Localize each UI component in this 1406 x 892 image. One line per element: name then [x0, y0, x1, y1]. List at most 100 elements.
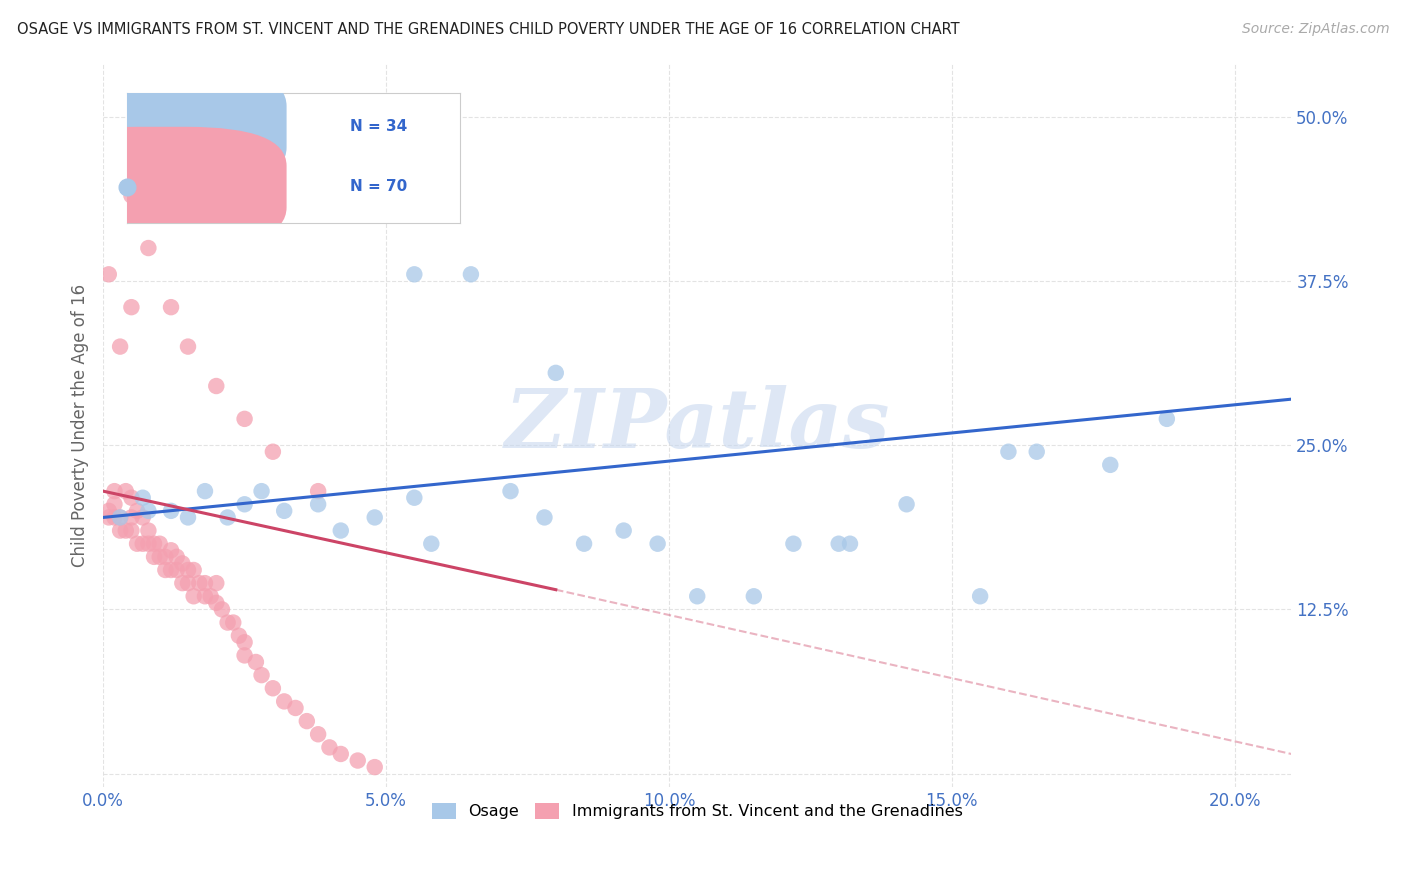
Point [205, 596, 228, 610]
Point [120, 188, 142, 202]
Point [233, 412, 256, 426]
Point [125, 537, 148, 551]
Point [103, 510, 125, 524]
Point [346, 754, 368, 768]
Point [217, 510, 239, 524]
Point [364, 760, 387, 774]
Point [318, 740, 340, 755]
Point [686, 589, 709, 603]
Point [160, 543, 183, 558]
Point [782, 537, 804, 551]
Legend: Osage, Immigrants from St. Vincent and the Grenadines: Osage, Immigrants from St. Vincent and t… [425, 797, 969, 826]
Point [1156, 412, 1178, 426]
Point [460, 268, 482, 282]
Point [194, 589, 217, 603]
Point [647, 537, 669, 551]
Point [194, 576, 217, 591]
Point [233, 648, 256, 663]
Point [245, 655, 267, 669]
Point [544, 366, 567, 380]
Point [114, 524, 136, 538]
Point [172, 557, 194, 571]
Point [828, 537, 851, 551]
Point [138, 537, 160, 551]
Point [194, 484, 217, 499]
Point [166, 563, 188, 577]
Point [143, 537, 166, 551]
Point [205, 379, 228, 393]
Point [155, 563, 177, 577]
Point [284, 701, 307, 715]
Point [120, 300, 142, 314]
Point [262, 681, 284, 696]
Point [295, 714, 318, 728]
Point [138, 524, 160, 538]
Point [120, 524, 142, 538]
Point [222, 615, 245, 630]
Point [108, 510, 131, 524]
Point [273, 504, 295, 518]
Y-axis label: Child Poverty Under the Age of 16: Child Poverty Under the Age of 16 [72, 284, 89, 567]
Point [160, 504, 183, 518]
Point [108, 524, 131, 538]
Point [273, 694, 295, 708]
Point [1099, 458, 1122, 472]
Point [262, 444, 284, 458]
Point [997, 444, 1019, 458]
Point [307, 727, 329, 741]
Point [217, 615, 239, 630]
Point [155, 549, 177, 564]
Point [533, 510, 555, 524]
Point [183, 589, 205, 603]
Point [839, 537, 862, 551]
Point [103, 497, 125, 511]
Point [97, 504, 120, 518]
Point [160, 563, 183, 577]
Point [108, 340, 131, 354]
Point [149, 537, 172, 551]
Point [114, 484, 136, 499]
Point [160, 300, 183, 314]
Point [228, 629, 250, 643]
Point [138, 241, 160, 255]
Point [188, 576, 211, 591]
Point [233, 497, 256, 511]
Point [103, 484, 125, 499]
Point [120, 491, 142, 505]
Text: ZIPatlas: ZIPatlas [505, 385, 890, 466]
Point [211, 602, 233, 616]
Point [742, 589, 765, 603]
Point [404, 491, 426, 505]
Point [97, 510, 120, 524]
Text: OSAGE VS IMMIGRANTS FROM ST. VINCENT AND THE GRENADINES CHILD POVERTY UNDER THE : OSAGE VS IMMIGRANTS FROM ST. VINCENT AND… [17, 22, 959, 37]
Point [1025, 444, 1047, 458]
Point [499, 484, 522, 499]
Point [108, 510, 131, 524]
Point [177, 563, 200, 577]
Point [404, 268, 426, 282]
Point [143, 549, 166, 564]
Point [132, 491, 155, 505]
Point [572, 537, 595, 551]
Point [97, 268, 120, 282]
Point [364, 510, 387, 524]
Point [172, 576, 194, 591]
Point [120, 510, 142, 524]
Point [420, 537, 443, 551]
Point [205, 576, 228, 591]
Point [177, 510, 200, 524]
Point [250, 668, 273, 682]
Point [125, 504, 148, 518]
Point [183, 563, 205, 577]
Text: Source: ZipAtlas.com: Source: ZipAtlas.com [1241, 22, 1389, 37]
Point [132, 510, 155, 524]
Point [307, 497, 329, 511]
Point [329, 524, 352, 538]
Point [613, 524, 636, 538]
Point [233, 635, 256, 649]
Point [177, 340, 200, 354]
Point [138, 504, 160, 518]
Point [149, 549, 172, 564]
Point [896, 497, 918, 511]
Point [329, 747, 352, 761]
